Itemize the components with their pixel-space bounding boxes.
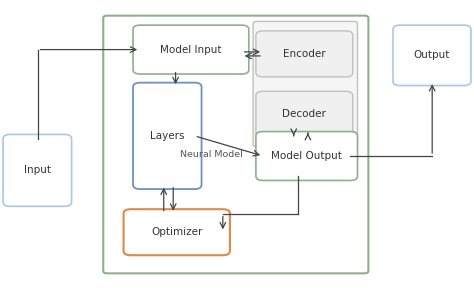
Text: Model Input: Model Input bbox=[160, 45, 222, 55]
Text: Layers: Layers bbox=[150, 131, 184, 141]
FancyBboxPatch shape bbox=[256, 31, 353, 77]
FancyBboxPatch shape bbox=[124, 209, 230, 255]
Text: Input: Input bbox=[24, 165, 51, 175]
Text: Decoder: Decoder bbox=[283, 109, 326, 119]
Text: Model Output: Model Output bbox=[271, 151, 342, 161]
FancyBboxPatch shape bbox=[256, 91, 353, 137]
FancyBboxPatch shape bbox=[256, 131, 357, 180]
FancyBboxPatch shape bbox=[253, 21, 357, 147]
Text: Neural Model: Neural Model bbox=[180, 150, 242, 159]
FancyBboxPatch shape bbox=[133, 25, 249, 74]
FancyBboxPatch shape bbox=[393, 25, 471, 86]
Text: Optimizer: Optimizer bbox=[151, 227, 202, 237]
FancyBboxPatch shape bbox=[133, 83, 201, 189]
Text: Output: Output bbox=[414, 50, 450, 60]
FancyBboxPatch shape bbox=[3, 134, 72, 206]
Text: Encoder: Encoder bbox=[283, 49, 326, 59]
